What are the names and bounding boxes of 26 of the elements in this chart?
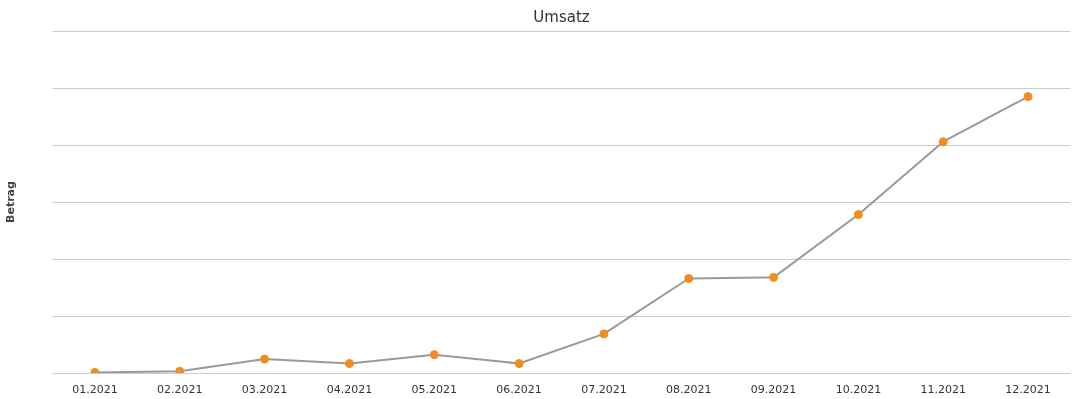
x-tick-label: 01.2021 — [72, 382, 118, 396]
point — [514, 359, 524, 369]
x-tick-label: 04.2021 — [326, 382, 373, 396]
x-tick-label: 09.2021 — [750, 382, 797, 396]
point — [684, 274, 694, 284]
x-tick-label: 12.2021 — [1005, 382, 1051, 396]
x-tick-label: 06.2021 — [496, 382, 542, 396]
x-tick-label: 10.2021 — [835, 382, 882, 396]
point — [90, 367, 100, 374]
x-tick-label: 07.2021 — [581, 382, 627, 396]
point — [175, 366, 185, 374]
point — [429, 350, 439, 360]
x-tick-label: 05.2021 — [411, 382, 458, 396]
point — [769, 272, 779, 282]
point — [853, 210, 863, 220]
chart-title: Umsatz — [533, 7, 590, 26]
x-tick-label: 03.2021 — [241, 382, 288, 396]
y-axis-title: Betrag — [3, 181, 17, 223]
point — [938, 137, 948, 147]
point — [260, 354, 270, 364]
x-tick-label: 02.2021 — [157, 382, 203, 396]
x-tick-label: 11.2021 — [920, 382, 967, 396]
point — [1023, 92, 1033, 102]
x-tick-label: 08.2021 — [666, 382, 712, 396]
point — [599, 329, 609, 339]
point — [344, 359, 354, 369]
